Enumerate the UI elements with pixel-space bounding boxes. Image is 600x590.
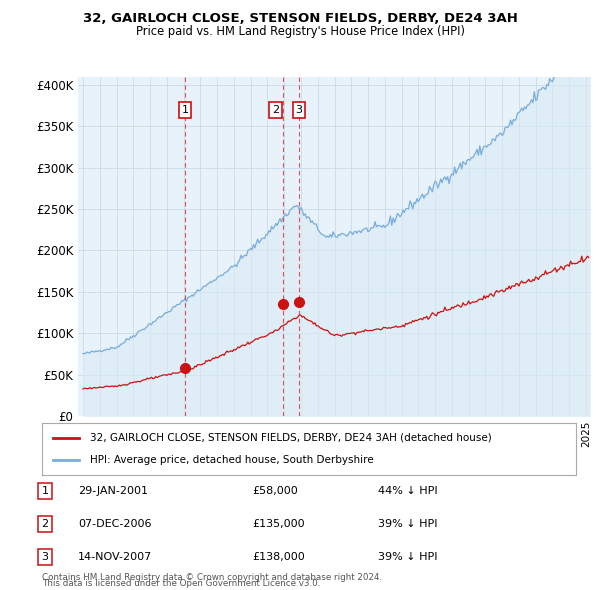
Text: £138,000: £138,000	[252, 552, 305, 562]
Text: 14-NOV-2007: 14-NOV-2007	[78, 552, 152, 562]
Text: £135,000: £135,000	[252, 519, 305, 529]
Text: 1: 1	[41, 486, 49, 496]
Text: 1: 1	[181, 105, 188, 115]
Text: 44% ↓ HPI: 44% ↓ HPI	[378, 486, 437, 496]
Text: Contains HM Land Registry data © Crown copyright and database right 2024.: Contains HM Land Registry data © Crown c…	[42, 573, 382, 582]
Text: 07-DEC-2006: 07-DEC-2006	[78, 519, 151, 529]
Text: 39% ↓ HPI: 39% ↓ HPI	[378, 519, 437, 529]
Text: 2: 2	[41, 519, 49, 529]
Text: 32, GAIRLOCH CLOSE, STENSON FIELDS, DERBY, DE24 3AH (detached house): 32, GAIRLOCH CLOSE, STENSON FIELDS, DERB…	[90, 432, 492, 442]
Text: 39% ↓ HPI: 39% ↓ HPI	[378, 552, 437, 562]
Text: 32, GAIRLOCH CLOSE, STENSON FIELDS, DERBY, DE24 3AH: 32, GAIRLOCH CLOSE, STENSON FIELDS, DERB…	[83, 12, 517, 25]
Text: £58,000: £58,000	[252, 486, 298, 496]
Text: 3: 3	[295, 105, 302, 115]
Text: HPI: Average price, detached house, South Derbyshire: HPI: Average price, detached house, Sout…	[90, 455, 374, 466]
Text: 3: 3	[41, 552, 49, 562]
Text: Price paid vs. HM Land Registry's House Price Index (HPI): Price paid vs. HM Land Registry's House …	[136, 25, 464, 38]
Text: 2: 2	[272, 105, 280, 115]
Text: 29-JAN-2001: 29-JAN-2001	[78, 486, 148, 496]
Text: This data is licensed under the Open Government Licence v3.0.: This data is licensed under the Open Gov…	[42, 579, 320, 588]
